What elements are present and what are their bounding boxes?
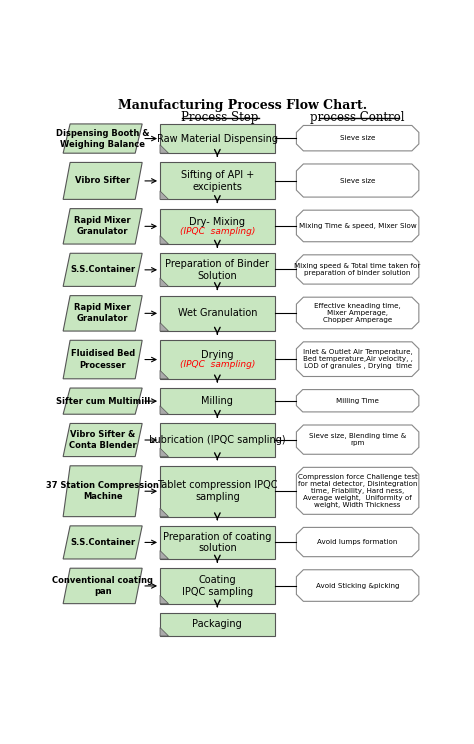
Text: Milling: Milling [201,396,233,406]
Text: Preparation of Binder
Solution: Preparation of Binder Solution [165,259,269,280]
Text: Coating
IPQC sampling: Coating IPQC sampling [182,575,253,597]
Text: Manufacturing Process Flow Chart.: Manufacturing Process Flow Chart. [118,98,367,112]
FancyBboxPatch shape [160,526,275,559]
Text: Avoid Sticking &picking: Avoid Sticking &picking [316,583,400,589]
Text: Preparation of coating
solution: Preparation of coating solution [163,532,272,554]
Text: S.S.Container: S.S.Container [70,266,135,275]
Text: Raw Material Dispensing: Raw Material Dispensing [157,134,278,144]
FancyBboxPatch shape [160,423,275,457]
Text: Compression force Challenge test
for metal detector, Disintegration
time, Friabi: Compression force Challenge test for met… [298,474,418,508]
FancyBboxPatch shape [160,388,275,414]
FancyBboxPatch shape [160,295,275,331]
Polygon shape [63,388,142,414]
Text: process Control: process Control [310,111,405,124]
Text: (IPQC  sampling): (IPQC sampling) [180,227,255,237]
Polygon shape [296,527,419,557]
Text: Process Step: Process Step [181,111,258,124]
Text: Fluidised Bed
Processer: Fluidised Bed Processer [71,350,135,370]
Text: Vibro Sifter: Vibro Sifter [75,176,130,185]
Polygon shape [160,278,169,286]
Polygon shape [296,425,419,455]
Polygon shape [63,253,142,286]
Polygon shape [160,405,169,414]
FancyBboxPatch shape [160,208,275,244]
Polygon shape [296,390,419,412]
Polygon shape [63,124,142,153]
Text: Mixing speed & Total time taken for
preparation of binder solution: Mixing speed & Total time taken for prep… [294,263,421,276]
Text: Dispensing Booth &
Weighing Balance: Dispensing Booth & Weighing Balance [56,129,149,149]
Polygon shape [296,570,419,601]
Text: Packaging: Packaging [192,620,242,629]
Text: Avoid lumps formation: Avoid lumps formation [318,539,398,545]
Polygon shape [296,255,419,284]
Polygon shape [160,236,169,244]
Text: Mixing Time & speed, Mixer Slow: Mixing Time & speed, Mixer Slow [299,223,417,229]
FancyBboxPatch shape [160,340,275,379]
Polygon shape [160,371,169,379]
Polygon shape [160,551,169,559]
Text: Drying: Drying [201,350,234,360]
Polygon shape [63,466,142,516]
Text: Wet Granulation: Wet Granulation [178,308,257,318]
Polygon shape [296,341,419,376]
Polygon shape [63,526,142,559]
FancyBboxPatch shape [160,466,275,516]
Text: Effective kneading time,
Mixer Amperage,
Chopper Amperage: Effective kneading time, Mixer Amperage,… [314,303,401,323]
Text: Sieve size: Sieve size [340,178,375,184]
Polygon shape [296,297,419,329]
FancyBboxPatch shape [160,568,275,603]
Text: Tablet compression IPQC
sampling: Tablet compression IPQC sampling [157,481,278,502]
Polygon shape [160,627,169,636]
FancyBboxPatch shape [160,162,275,199]
Text: Lubrication (IPQC sampling): Lubrication (IPQC sampling) [149,435,286,445]
Text: Dry- Mixing: Dry- Mixing [189,217,246,227]
Polygon shape [160,191,169,199]
Text: Rapid Mixer
Granulator: Rapid Mixer Granulator [74,217,131,237]
Text: Rapid Mixer
Granulator: Rapid Mixer Granulator [74,304,131,324]
Polygon shape [160,145,169,153]
Text: 37 Station Compression
Machine: 37 Station Compression Machine [46,481,159,501]
Polygon shape [296,210,419,242]
Text: Sifting of API +
excipients: Sifting of API + excipients [181,170,254,192]
Polygon shape [296,164,419,197]
Polygon shape [160,448,169,457]
Polygon shape [63,340,142,379]
Polygon shape [296,126,419,151]
Text: Vibro Sifter &
Conta Blender: Vibro Sifter & Conta Blender [69,430,137,450]
Polygon shape [160,508,169,516]
FancyBboxPatch shape [160,253,275,286]
Polygon shape [63,208,142,244]
Polygon shape [160,595,169,603]
Text: Inlet & Outlet Air Temperature,
Bed temperature,Air velocity, ,
LOD of granules : Inlet & Outlet Air Temperature, Bed temp… [303,349,412,369]
Text: S.S.Container: S.S.Container [70,538,135,547]
FancyBboxPatch shape [160,613,275,636]
Polygon shape [160,323,169,331]
Polygon shape [63,568,142,603]
Polygon shape [63,423,142,457]
Polygon shape [63,295,142,331]
Text: (IPQC  sampling): (IPQC sampling) [180,360,255,370]
Text: Milling Time: Milling Time [336,398,379,404]
FancyBboxPatch shape [160,124,275,153]
Text: Sieve size, Blending time &
rpm: Sieve size, Blending time & rpm [309,433,406,446]
Polygon shape [296,467,419,514]
Text: Sieve size: Sieve size [340,135,375,141]
Polygon shape [63,162,142,199]
Text: Sifter cum Multimill: Sifter cum Multimill [55,397,150,405]
Text: Conventional coating
pan: Conventional coating pan [52,576,153,596]
